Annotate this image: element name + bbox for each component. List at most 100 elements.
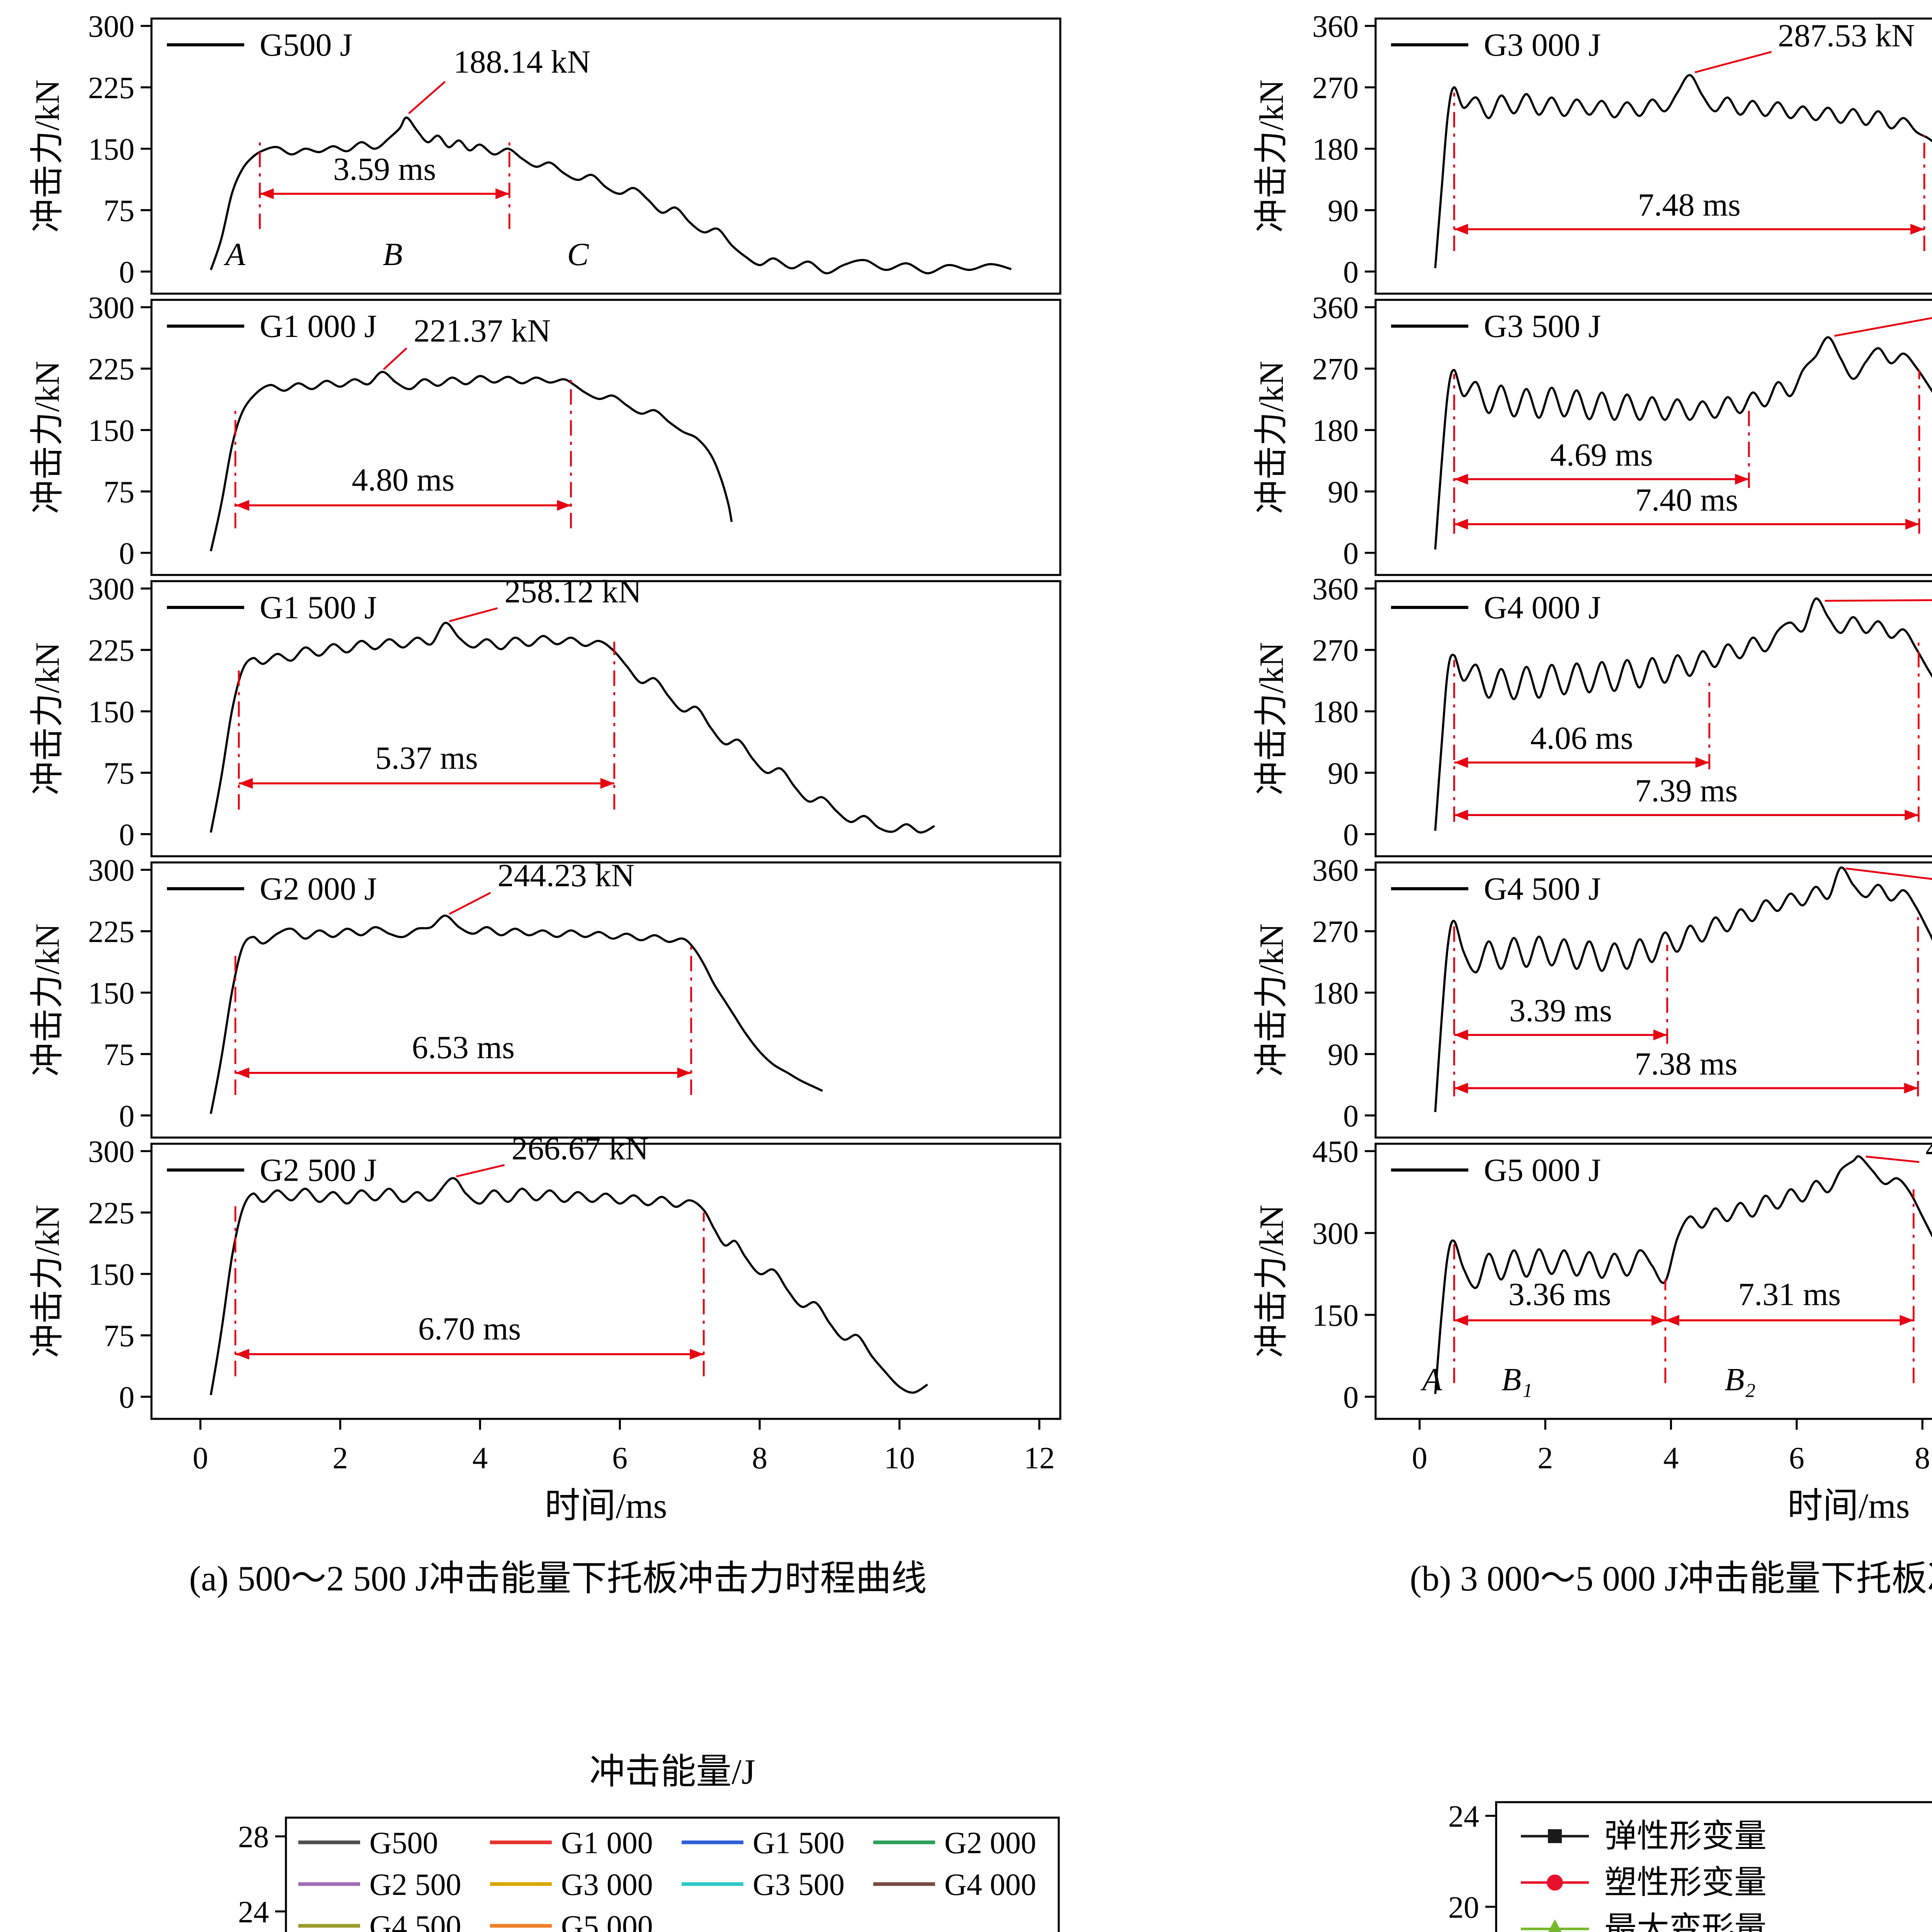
legend-label: G1 000 [561, 1826, 653, 1860]
duration-label: 7.40 ms [1635, 482, 1738, 518]
y-tick-label: 24 [238, 1895, 269, 1929]
y-tick-label: 180 [1312, 414, 1359, 448]
y-tick-label: 0 [119, 818, 134, 852]
y-tick-label: 180 [1312, 976, 1359, 1010]
y-axis-label: 冲击力/kN [29, 923, 66, 1077]
arrowhead [260, 188, 274, 199]
plot-border [1374, 299, 1932, 576]
caption-b: (b) 3 000～5 000 J冲击能量下托板冲击力时程曲线 [1410, 1560, 1932, 1598]
arrowhead [1665, 1315, 1679, 1326]
arrowhead [235, 1349, 250, 1360]
y-tick-label: 360 [1312, 572, 1359, 606]
plot-border [150, 580, 1061, 857]
y-tick-label: 450 [1312, 1135, 1359, 1169]
y-tick-label: 75 [104, 757, 134, 791]
y-tick-label: 300 [1312, 1217, 1359, 1251]
y-axis-label: 冲击力/kN [29, 642, 66, 795]
legend-label: G2 500 J [260, 1152, 377, 1188]
y-tick-label: 360 [1312, 10, 1359, 44]
plot-border [1374, 580, 1932, 857]
x-tick-label: 8 [752, 1441, 767, 1475]
marker-square [1548, 1829, 1562, 1843]
y-tick-label: 90 [1328, 475, 1359, 509]
force-curve [1434, 866, 1932, 1112]
arrowhead [239, 778, 253, 789]
y-tick-label: 0 [1343, 818, 1359, 852]
y-tick-label: 0 [1343, 537, 1359, 571]
peak-label: 244.23 kN [498, 857, 635, 893]
y-tick-label: 270 [1312, 634, 1359, 668]
peak-label: 221.37 kN [413, 313, 551, 349]
arrowhead [677, 1067, 691, 1078]
legend-label: 最大变形量 [1604, 1911, 1767, 1932]
plot-border [150, 1143, 1061, 1420]
arrowhead [235, 500, 250, 511]
legend-label: G2 500 [369, 1868, 461, 1902]
duration-label: 5.37 ms [375, 740, 478, 776]
region-letter: A [223, 236, 245, 272]
force-subplot: 0 75 150 225 300 冲击力/kN G1 500 J 5.37 ms 258.12 … [29, 572, 1061, 857]
force-chart-b: 0 90 180 270 360 冲击力/kN G3 000 J 7.48 ms 287.53 … [1253, 10, 1932, 1526]
region-letter: B₂ [1725, 1362, 1756, 1398]
legend-label: G2 000 J [260, 871, 377, 907]
y-axis-label: 冲击力/kN [29, 361, 66, 514]
arrowhead [557, 500, 571, 511]
x-tick-label: 6 [1789, 1441, 1804, 1475]
y-tick-label: 150 [88, 133, 134, 167]
arrowhead [1905, 519, 1919, 530]
y-axis-label: 冲击力/kN [1253, 1205, 1291, 1358]
legend-label: G4 000 J [1484, 590, 1601, 626]
legend-label: G1 500 J [260, 590, 377, 626]
legend-label: G3 000 J [1484, 27, 1601, 63]
force-subplot: 0 75 150 225 300 冲击力/kN G2 000 J 6.53 ms 244.23 … [29, 854, 1061, 1139]
peak-label: 287.53 kN [1778, 18, 1915, 54]
y-tick-label: 270 [1312, 915, 1359, 949]
y-tick-label: 75 [104, 475, 134, 509]
bottom-row: 冲击能量/J0246810121416481216202428位移/mm时间/m… [0, 1743, 1932, 1932]
top-row: 0 75 150 225 300 冲击力/kN G500 J 3.59 ms 188.14 kN… [0, 6, 1932, 1601]
plot-border [150, 861, 1061, 1139]
arrowhead [495, 188, 510, 199]
panel-b: 0 90 180 270 360 冲击力/kN G3 000 J 7.48 ms 287.53 … [1221, 6, 1932, 1601]
peak-leader-line [449, 607, 498, 622]
x-tick-label: 2 [332, 1441, 348, 1475]
plot-border [1374, 861, 1932, 1139]
x-tick-label: 4 [1663, 1441, 1679, 1475]
y-axis-label: 冲击力/kN [1253, 361, 1291, 514]
arrowhead [690, 1349, 704, 1360]
chart-title: 冲击能量/J [589, 1752, 755, 1791]
y-tick-label: 225 [88, 71, 134, 105]
legend-label: G4 500 J [1484, 871, 1601, 907]
arrowhead [1454, 1083, 1468, 1094]
duration-label: 4.69 ms [1550, 437, 1653, 473]
legend-label: G3 500 [753, 1868, 845, 1902]
region-letter: C [567, 236, 589, 272]
x-tick-label: 4 [472, 1441, 488, 1475]
force-curve [209, 371, 733, 552]
y-tick-label: 150 [1312, 1299, 1359, 1333]
displacement-chart: 冲击能量/J0246810121416481216202428位移/mm时间/m… [238, 1752, 1060, 1932]
arrowhead [235, 1067, 250, 1078]
x-tick-label: 2 [1537, 1441, 1553, 1475]
duration-label: 7.48 ms [1638, 187, 1741, 223]
y-tick-label: 75 [104, 1038, 134, 1072]
force-curve [209, 116, 1012, 275]
x-tick-label: 10 [884, 1441, 915, 1475]
y-tick-label: 28 [238, 1820, 269, 1854]
plot-border [150, 17, 1061, 295]
plot-border [1374, 17, 1932, 295]
peak-leader-line [449, 892, 491, 915]
y-axis-label: 冲击力/kN [1253, 80, 1291, 233]
force-subplot: 0 150 300 450 冲击力/kN G5 000 J 3.36 ms 7.31 ms 44… [1253, 1130, 1932, 1420]
x-tick-label: 12 [1024, 1441, 1055, 1475]
y-tick-label: 0 [119, 255, 134, 289]
peak-label: 188.14 kN [454, 44, 591, 80]
x-axis-label: 时间/ms [545, 1486, 667, 1526]
arrowhead [1454, 474, 1468, 485]
caption-a: (a) 500～2 500 J冲击能量下托板冲击力时程曲线 [189, 1560, 927, 1598]
legend-label: G500 [369, 1826, 438, 1860]
region-letter: B₁ [1502, 1362, 1533, 1398]
x-tick-label: 6 [612, 1441, 628, 1475]
x-axis-label: 时间/ms [1787, 1486, 1910, 1526]
